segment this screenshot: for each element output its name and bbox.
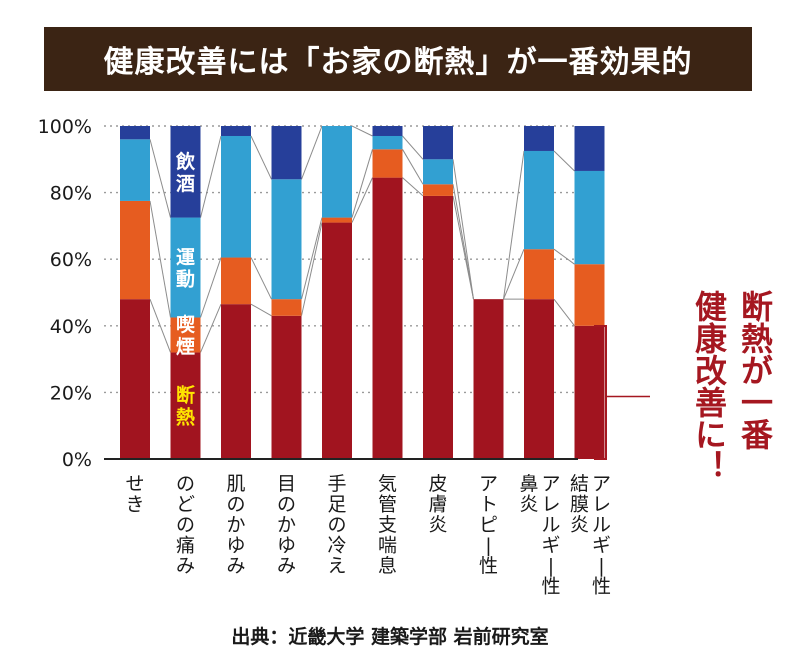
x-tick-label: アトピ|性	[479, 473, 498, 577]
bar-segment	[423, 184, 453, 196]
bar-segment	[170, 317, 201, 353]
bar-segment	[120, 299, 150, 459]
series-label: 飲酒	[175, 150, 196, 195]
chart-title: 健康改善には「お家の断熱」が一番効果的	[103, 45, 693, 80]
bar-segment	[271, 315, 302, 459]
y-tick-label: 20%	[50, 382, 92, 404]
bar-segment	[423, 195, 453, 459]
series-connector	[503, 150, 525, 300]
series-connector	[503, 249, 525, 300]
callout-line-2: 健康改善に！	[690, 290, 728, 482]
series-connector	[250, 257, 272, 300]
source-note: 出典：近畿大学 建築学部 岩前研究室	[231, 626, 549, 648]
bar-segment	[322, 126, 352, 218]
x-tick-label: アレルギ|性	[592, 473, 611, 598]
series-connector	[452, 184, 474, 300]
series-connector	[301, 222, 323, 316]
bar-segment	[372, 149, 403, 178]
series-connector	[250, 135, 272, 180]
x-tick-label: 鼻炎	[519, 473, 538, 516]
x-tick-label: 皮膚炎	[428, 473, 447, 536]
bar-segment	[574, 264, 605, 326]
series-connector	[149, 139, 171, 218]
y-tick-label: 60%	[50, 249, 92, 271]
series-connector	[351, 149, 373, 218]
bar-segment	[221, 257, 251, 305]
x-tick-label: 肌のかゆみ	[226, 473, 245, 577]
series-label: 運動	[176, 247, 195, 291]
bar-segment	[170, 352, 201, 459]
bar-segment	[221, 135, 251, 258]
series-connector	[553, 298, 575, 327]
x-tick-label: せき	[125, 473, 144, 516]
bar-segment	[170, 126, 201, 218]
series-connector	[351, 177, 373, 223]
bar-segment	[372, 177, 403, 460]
series-connector	[200, 303, 222, 353]
bar-segment	[221, 126, 251, 136]
bar-segment	[120, 200, 150, 300]
chart-title-band: 健康改善には「お家の断熱」が一番効果的	[44, 27, 752, 91]
callout-text: 断熱が一番 健康改善に！	[672, 290, 792, 550]
bar-segment	[271, 179, 302, 300]
series-connector	[402, 135, 424, 160]
bar-segment	[271, 126, 302, 180]
bar-segment	[423, 126, 453, 160]
series-connector	[250, 303, 272, 317]
x-tick-label: アレルギ|性	[541, 473, 560, 598]
series-connector	[149, 200, 171, 318]
series-connector	[351, 125, 373, 137]
bar-segment	[423, 159, 453, 185]
x-tick-label: 気管支喘息	[378, 473, 397, 577]
bar-segment	[574, 170, 605, 265]
bar-segment	[170, 217, 201, 318]
bar-segment	[372, 135, 403, 150]
x-tick-label: 結膜炎	[570, 473, 589, 536]
x-tick-label: 手足の冷え	[327, 473, 346, 577]
series-label: 断熱	[176, 384, 195, 429]
series-connector	[200, 135, 222, 218]
bar-segment	[372, 126, 403, 136]
series-connector	[301, 217, 323, 300]
series-connector	[553, 248, 575, 265]
bar-segment	[271, 299, 302, 316]
bar-segment	[524, 249, 554, 300]
y-tick-label: 0%	[62, 449, 92, 471]
bar-segment	[524, 299, 554, 459]
y-tick-label: 80%	[50, 183, 92, 205]
bar-segment	[120, 126, 150, 140]
bar-segment	[524, 126, 554, 151]
series-connector	[452, 159, 474, 300]
y-tick-label: 100%	[38, 116, 92, 138]
y-tick-label: 40%	[50, 316, 92, 338]
series-connector	[149, 298, 171, 353]
series-label: 喫煙	[176, 313, 195, 358]
series-connector	[301, 125, 323, 180]
series-connector	[200, 257, 222, 318]
bar-segment	[322, 217, 352, 223]
series-connector	[553, 150, 575, 172]
bar-segment	[473, 299, 504, 459]
series-connector	[402, 177, 424, 197]
callout-bracket	[594, 325, 607, 460]
bar-segment	[120, 139, 150, 201]
bar-segment	[221, 304, 251, 459]
bar-segment	[524, 150, 554, 250]
bar-segment	[574, 325, 605, 459]
bar-segment	[574, 126, 605, 171]
series-connector	[402, 149, 424, 185]
callout-line-1: 断熱が一番	[736, 290, 774, 450]
bar-segment	[322, 222, 352, 459]
x-tick-label: 目のかゆみ	[277, 473, 296, 577]
x-tick-label: のどの痛み	[176, 473, 195, 577]
